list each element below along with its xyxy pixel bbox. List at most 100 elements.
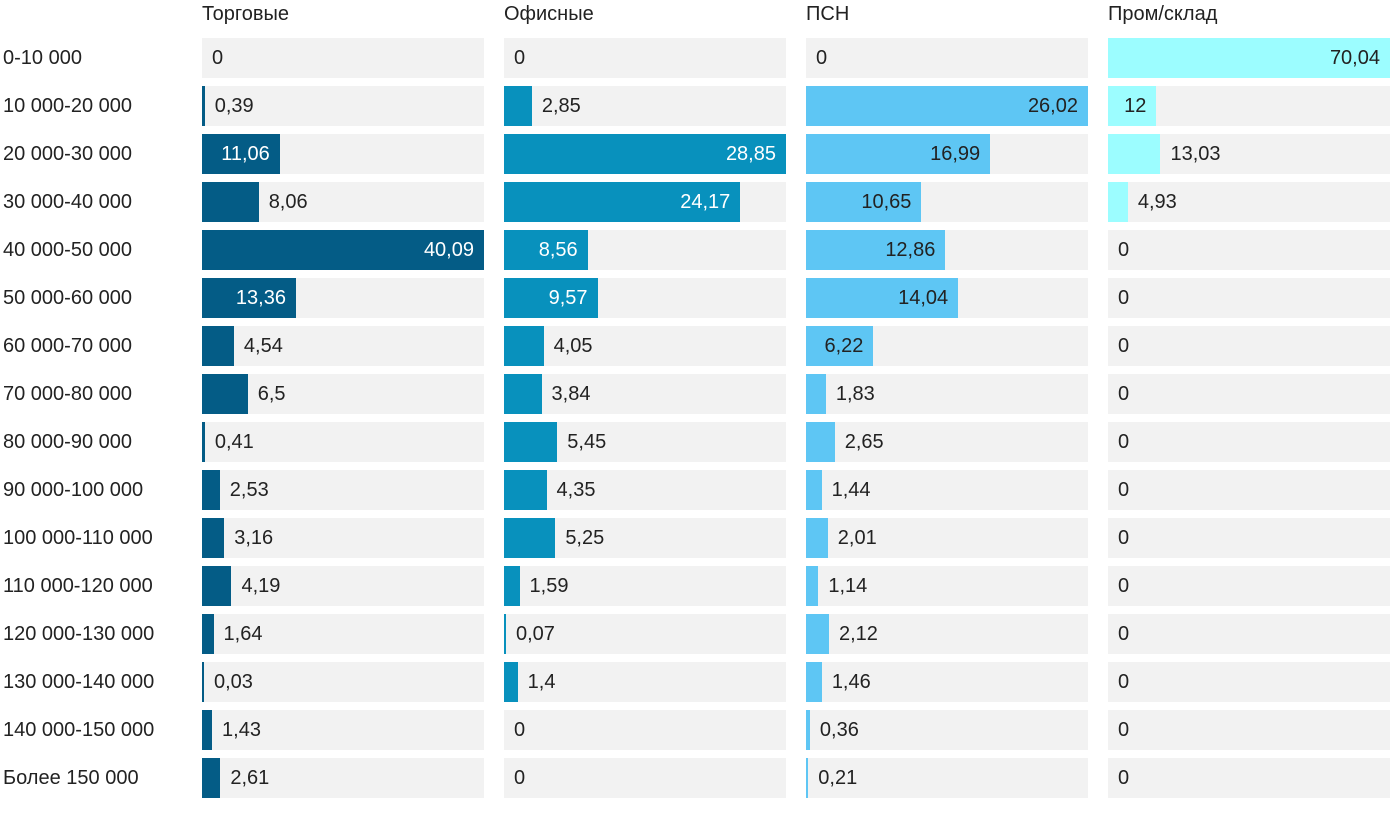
data-label: 70,04 — [1329, 47, 1380, 69]
bar-track: 0,21 — [806, 758, 1088, 798]
bar[interactable] — [202, 230, 484, 270]
bar[interactable] — [806, 566, 819, 606]
bar-track: 0 — [504, 758, 786, 798]
bar[interactable] — [202, 374, 248, 414]
bar[interactable] — [504, 470, 547, 510]
data-label: 14,04 — [898, 287, 949, 309]
bar-track: 2,12 — [806, 614, 1088, 654]
bar[interactable] — [504, 662, 518, 702]
category-label: 40 000-50 000 — [3, 239, 133, 261]
bar[interactable] — [504, 374, 542, 414]
bar[interactable] — [504, 182, 741, 222]
bar[interactable] — [202, 182, 259, 222]
bar-track: 1,4 — [504, 662, 786, 702]
bar[interactable] — [1108, 134, 1161, 174]
bar[interactable] — [806, 710, 810, 750]
bar[interactable] — [504, 614, 506, 654]
bar-track: 14,04 — [806, 278, 1088, 318]
bar[interactable] — [504, 86, 532, 126]
bar-track: 8,06 — [202, 182, 484, 222]
category-label: 20 000-30 000 — [3, 143, 133, 165]
bar-track: 2,61 — [202, 758, 484, 798]
data-label: 4,93 — [1137, 191, 1177, 213]
bar[interactable] — [1108, 86, 1157, 126]
panel-title: ПСН — [806, 3, 850, 25]
data-label: 28,85 — [725, 143, 776, 165]
bar[interactable] — [504, 566, 520, 606]
bar-track: 0 — [1108, 710, 1390, 750]
bar[interactable] — [202, 134, 280, 174]
bar[interactable] — [806, 134, 991, 174]
category-label: Более 150 000 — [3, 767, 139, 789]
bar[interactable] — [504, 278, 598, 318]
bar[interactable] — [202, 566, 232, 606]
bar[interactable] — [806, 326, 874, 366]
bar[interactable] — [806, 374, 826, 414]
data-label: 0 — [1118, 671, 1130, 693]
data-label: 2,61 — [230, 767, 270, 789]
bar[interactable] — [806, 86, 1088, 126]
data-label: 40,09 — [423, 239, 474, 261]
bar[interactable] — [504, 326, 544, 366]
bar[interactable] — [806, 614, 829, 654]
data-label: 2,53 — [229, 479, 269, 501]
bar-track: 1,46 — [806, 662, 1088, 702]
bar-track: 4,93 — [1108, 182, 1390, 222]
bar[interactable] — [202, 614, 214, 654]
data-label: 0 — [1118, 335, 1130, 357]
data-label: 1,44 — [831, 479, 871, 501]
bar[interactable] — [806, 758, 809, 798]
bar-track: 9,57 — [504, 278, 786, 318]
panel-title: Офисные — [504, 3, 594, 25]
bar[interactable] — [202, 518, 225, 558]
bar[interactable] — [202, 662, 204, 702]
bar[interactable] — [202, 470, 220, 510]
bar[interactable] — [504, 134, 786, 174]
bar-track: 12,86 — [806, 230, 1088, 270]
bar[interactable] — [806, 182, 922, 222]
data-label: 0,07 — [516, 623, 555, 645]
bar[interactable] — [806, 518, 828, 558]
data-label: 4,54 — [243, 335, 283, 357]
bar-track: 0 — [504, 710, 786, 750]
bar[interactable] — [202, 422, 205, 462]
data-label: 12 — [1124, 95, 1147, 117]
bar[interactable] — [504, 422, 558, 462]
bar-track: 2,85 — [504, 86, 786, 126]
bar-track: 1,59 — [504, 566, 786, 606]
data-label: 2,12 — [838, 623, 878, 645]
category-label: 10 000-20 000 — [3, 95, 133, 117]
bar[interactable] — [806, 662, 822, 702]
bar[interactable] — [1108, 182, 1128, 222]
bar[interactable] — [504, 230, 588, 270]
bar[interactable] — [1108, 38, 1390, 78]
bar[interactable] — [806, 470, 822, 510]
bar-track: 2,65 — [806, 422, 1088, 462]
bar[interactable] — [504, 518, 556, 558]
data-label: 9,57 — [548, 287, 588, 309]
bar[interactable] — [202, 758, 221, 798]
data-label: 0 — [1118, 767, 1130, 789]
category-label: 70 000-80 000 — [3, 383, 133, 405]
bar[interactable] — [202, 86, 205, 126]
bar-track: 0,03 — [202, 662, 484, 702]
bar[interactable] — [202, 278, 296, 318]
bar-track: 0 — [1108, 422, 1390, 462]
data-label: 24,17 — [680, 191, 731, 213]
bar-track: 6,22 — [806, 326, 1088, 366]
bar[interactable] — [806, 422, 835, 462]
data-label: 0 — [1118, 575, 1130, 597]
bar[interactable] — [202, 710, 213, 750]
data-label: 10,65 — [861, 191, 912, 213]
data-label: 16,99 — [930, 143, 981, 165]
bar[interactable] — [806, 230, 946, 270]
category-label: 100 000-110 000 — [3, 527, 153, 549]
bar-track: 4,05 — [504, 326, 786, 366]
bar[interactable] — [202, 326, 234, 366]
data-label: 12,86 — [885, 239, 936, 261]
bar[interactable] — [806, 278, 959, 318]
data-label: 0 — [1118, 719, 1130, 741]
data-label: 4,05 — [553, 335, 593, 357]
bar-track: 0 — [1108, 662, 1390, 702]
bar-track: 0,07 — [504, 614, 786, 654]
